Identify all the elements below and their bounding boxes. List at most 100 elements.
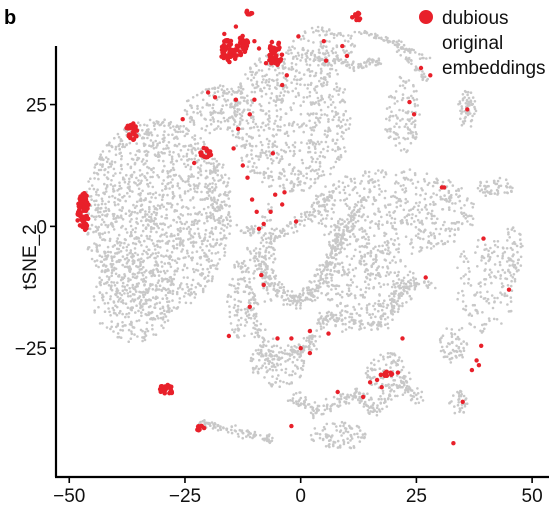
background-point [158,301,162,305]
background-point [283,57,287,61]
background-point [144,334,148,337]
background-point [324,140,328,144]
background-point [390,285,394,289]
background-point [360,307,363,310]
background-point [345,255,349,258]
background-point [404,189,408,193]
background-point [505,294,509,298]
background-point [423,281,426,284]
background-point [376,249,380,252]
background-point [486,254,490,258]
background-point [164,254,168,258]
background-point [348,263,352,267]
background-point [292,102,296,105]
background-point [519,238,522,241]
background-point [187,129,190,133]
background-point [128,265,131,268]
background-point [151,324,154,327]
background-point [505,191,509,194]
background-point [451,184,455,187]
background-point [344,316,347,320]
background-point [220,227,223,230]
background-point [282,94,286,97]
background-point [326,261,330,265]
background-point [187,99,190,102]
background-point [92,215,96,219]
background-point [106,225,109,229]
background-point [426,286,430,289]
background-point [141,229,145,233]
background-point [328,40,331,43]
background-point [143,150,146,153]
background-point [291,67,295,71]
background-point [166,193,169,197]
background-point [125,231,129,234]
background-point [336,145,340,149]
background-point [338,87,342,90]
background-point [296,296,300,299]
background-point [196,176,200,180]
background-point [177,215,180,219]
background-point [286,289,290,293]
background-point [237,89,240,93]
background-point [152,333,155,336]
background-point [288,149,292,153]
background-point [142,249,146,253]
background-point [114,217,117,220]
background-point [227,211,231,214]
background-point [109,297,112,301]
background-point [144,269,148,272]
background-point [251,165,255,168]
background-point [153,211,156,214]
background-point [496,270,500,273]
background-point [165,310,169,313]
background-point [460,105,464,108]
background-point [261,340,265,344]
background-point [349,219,353,223]
background-point [198,234,201,238]
background-point [460,107,464,110]
background-point [118,171,122,175]
background-point [158,155,161,158]
background-point [488,319,491,323]
background-point [189,104,192,107]
background-point [336,72,339,76]
background-point [362,206,366,209]
background-point [201,106,204,109]
background-point [86,232,90,236]
background-point [114,304,117,308]
background-point [161,306,165,310]
background-point [326,210,330,213]
background-point [254,154,258,158]
background-point [337,185,341,188]
background-point [333,269,336,273]
background-point [140,219,143,223]
background-point [219,203,222,207]
background-point [119,328,122,332]
background-point [328,240,331,244]
background-point [361,236,364,239]
background-point [156,224,159,228]
background-point [151,185,155,189]
background-point [136,253,140,257]
background-point [180,198,184,202]
background-point [179,130,182,133]
background-point [293,75,297,78]
background-point [255,166,258,169]
background-point [281,64,285,68]
background-point [319,71,323,75]
background-point [354,213,357,217]
background-point [111,262,115,266]
background-point [299,112,303,116]
background-point [238,101,242,104]
background-point [216,90,220,93]
background-point [301,364,305,368]
background-point [260,95,264,98]
background-point [116,291,119,295]
background-point [110,160,114,163]
background-point [343,271,346,274]
background-point [310,281,313,284]
background-point [357,302,361,306]
background-point [165,144,169,147]
background-point [335,429,339,432]
